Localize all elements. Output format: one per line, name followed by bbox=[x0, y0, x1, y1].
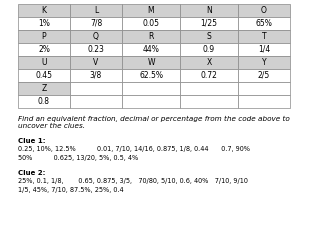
Bar bbox=[18, 56, 70, 69]
Text: Find an equivalent fraction, decimal or percentage from the code above to
uncove: Find an equivalent fraction, decimal or … bbox=[18, 116, 290, 129]
Text: X: X bbox=[206, 58, 212, 67]
Text: 1/4: 1/4 bbox=[258, 45, 270, 54]
Bar bbox=[70, 95, 122, 108]
Text: 2%: 2% bbox=[38, 45, 50, 54]
Bar bbox=[238, 56, 290, 69]
Bar bbox=[18, 17, 70, 30]
Text: 0.9: 0.9 bbox=[203, 45, 215, 54]
Text: T: T bbox=[262, 32, 266, 41]
Bar bbox=[238, 95, 290, 108]
Bar bbox=[18, 82, 70, 95]
Bar bbox=[122, 17, 180, 30]
Bar bbox=[180, 82, 238, 95]
Text: 62.5%: 62.5% bbox=[139, 71, 163, 80]
Bar bbox=[70, 17, 122, 30]
Text: S: S bbox=[207, 32, 211, 41]
Bar bbox=[238, 30, 290, 43]
Bar bbox=[70, 69, 122, 82]
Text: Z: Z bbox=[41, 84, 47, 93]
Text: L: L bbox=[94, 6, 98, 15]
Bar bbox=[122, 69, 180, 82]
Bar bbox=[122, 82, 180, 95]
Bar bbox=[180, 30, 238, 43]
Bar bbox=[122, 56, 180, 69]
Text: U: U bbox=[41, 58, 47, 67]
Text: P: P bbox=[42, 32, 46, 41]
Bar bbox=[180, 56, 238, 69]
Text: W: W bbox=[147, 58, 155, 67]
Text: 65%: 65% bbox=[256, 19, 272, 28]
Bar bbox=[18, 43, 70, 56]
Text: Q: Q bbox=[93, 32, 99, 41]
Bar bbox=[180, 69, 238, 82]
Text: V: V bbox=[93, 58, 99, 67]
Text: 1%: 1% bbox=[38, 19, 50, 28]
Text: 0.72: 0.72 bbox=[201, 71, 217, 80]
Text: 0.45: 0.45 bbox=[36, 71, 52, 80]
Bar bbox=[238, 43, 290, 56]
Text: 0.8: 0.8 bbox=[38, 97, 50, 106]
Text: 25%, 0.1, 1/8,       0.65, 0.875, 3/5,   70/80, 5/10, 0.6, 40%   7/10, 9/10: 25%, 0.1, 1/8, 0.65, 0.875, 3/5, 70/80, … bbox=[18, 178, 248, 184]
Text: 1/5, 45%, 7/10, 87.5%, 25%, 0.4: 1/5, 45%, 7/10, 87.5%, 25%, 0.4 bbox=[18, 187, 124, 193]
Text: 44%: 44% bbox=[142, 45, 160, 54]
Text: 50%          0.625, 13/20, 5%, 0.5, 4%: 50% 0.625, 13/20, 5%, 0.5, 4% bbox=[18, 155, 138, 161]
Bar bbox=[180, 17, 238, 30]
Text: Y: Y bbox=[262, 58, 266, 67]
Text: M: M bbox=[148, 6, 154, 15]
Bar bbox=[122, 4, 180, 17]
Bar bbox=[238, 4, 290, 17]
Bar bbox=[180, 4, 238, 17]
Bar bbox=[122, 43, 180, 56]
Bar bbox=[18, 4, 70, 17]
Bar bbox=[70, 30, 122, 43]
Bar bbox=[18, 30, 70, 43]
Bar bbox=[18, 95, 70, 108]
Bar bbox=[180, 43, 238, 56]
Text: 0.05: 0.05 bbox=[142, 19, 160, 28]
Bar bbox=[70, 82, 122, 95]
Text: 0.23: 0.23 bbox=[88, 45, 104, 54]
Bar bbox=[70, 4, 122, 17]
Bar bbox=[70, 56, 122, 69]
Bar bbox=[238, 82, 290, 95]
Bar bbox=[238, 17, 290, 30]
Text: N: N bbox=[206, 6, 212, 15]
Text: O: O bbox=[261, 6, 267, 15]
Bar bbox=[238, 69, 290, 82]
Text: R: R bbox=[148, 32, 154, 41]
Bar bbox=[70, 43, 122, 56]
Bar bbox=[122, 30, 180, 43]
Bar bbox=[18, 69, 70, 82]
Bar bbox=[122, 95, 180, 108]
Text: 0.25, 10%, 12.5%          0.01, 7/10, 14/16, 0.875, 1/8, 0.44      0.7, 90%: 0.25, 10%, 12.5% 0.01, 7/10, 14/16, 0.87… bbox=[18, 146, 250, 152]
Text: 1/25: 1/25 bbox=[201, 19, 217, 28]
Text: 2/5: 2/5 bbox=[258, 71, 270, 80]
Bar bbox=[180, 95, 238, 108]
Text: Clue 1:: Clue 1: bbox=[18, 138, 45, 144]
Text: K: K bbox=[42, 6, 46, 15]
Text: 7/8: 7/8 bbox=[90, 19, 102, 28]
Text: 3/8: 3/8 bbox=[90, 71, 102, 80]
Text: Clue 2:: Clue 2: bbox=[18, 170, 45, 176]
